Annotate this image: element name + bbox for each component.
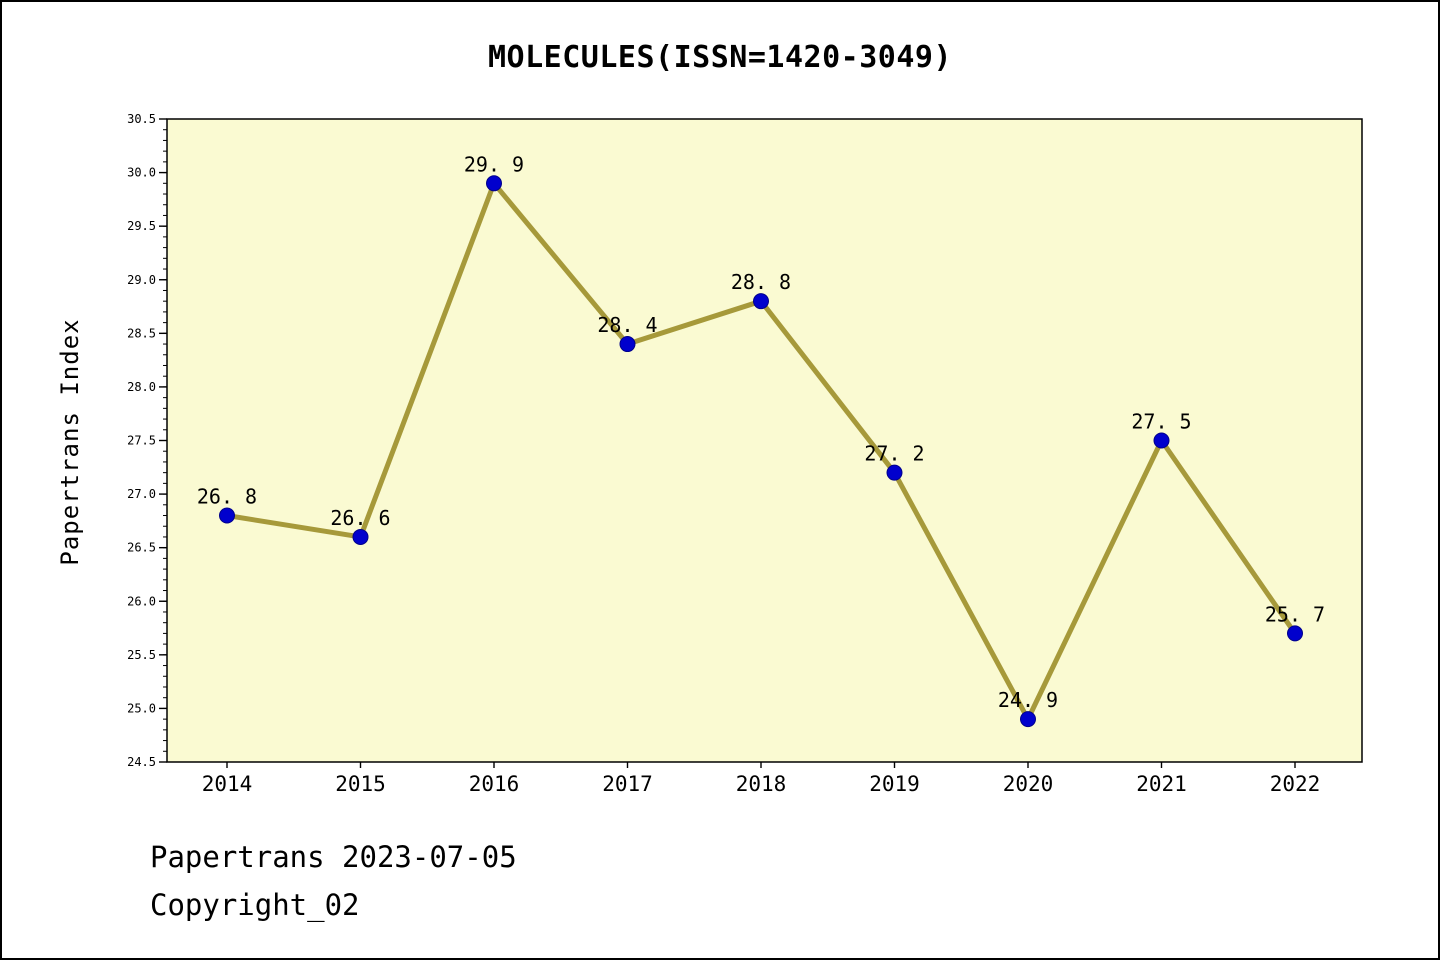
data-point-label: 26. 8: [197, 485, 257, 509]
chart-title: MOLECULES(ISSN=1420-3049): [487, 40, 953, 75]
y-axis-tick-label: 29.5: [127, 219, 156, 233]
x-axis-tick-label: 2019: [869, 772, 920, 796]
data-point: [1153, 432, 1170, 449]
data-point-label: 24. 9: [998, 688, 1058, 712]
x-axis-tick-label: 2014: [202, 772, 253, 796]
y-axis-tick-label: 24.5: [127, 755, 156, 769]
data-point: [352, 528, 369, 545]
data-point: [1287, 625, 1303, 642]
data-point-label: 25. 7: [1265, 602, 1325, 626]
data-point-label: 28. 8: [731, 270, 791, 294]
y-axis-tick-label: 27.0: [127, 487, 156, 501]
y-axis-tick-label: 30.5: [127, 112, 156, 126]
x-axis-tick-label: 2018: [736, 772, 787, 796]
y-axis-tick-label: 26.0: [127, 594, 156, 608]
y-axis-tick-label: 25.0: [127, 701, 156, 715]
data-point: [886, 464, 903, 481]
y-axis-tick-label: 28.0: [127, 380, 156, 394]
data-point: [219, 507, 235, 524]
x-axis-tick-label: 2015: [335, 772, 386, 796]
y-axis-title: Papertrans Index: [56, 318, 84, 565]
line-chart: 24.5 25.0 25.5 26.0 26.5 27.0 27.5 28.0 28.5 29.0…: [56, 112, 1363, 796]
y-axis-tick-label: 30.0: [127, 166, 156, 180]
x-axis-tick-label: 2016: [469, 772, 520, 796]
y-axis-tick-label: 26.5: [127, 541, 156, 555]
footer-source-date: Papertrans 2023-07-05: [150, 840, 517, 874]
y-axis-tick-label: 25.5: [127, 648, 156, 662]
data-point-label: 27. 5: [1131, 410, 1191, 434]
plot-area: [166, 118, 1363, 763]
data-point-label: 26. 6: [330, 506, 390, 530]
footer-copyright: Copyright_02: [150, 888, 360, 922]
data-point: [619, 336, 636, 353]
data-point-label: 29. 9: [464, 152, 524, 176]
data-point-label: 28. 4: [597, 313, 657, 337]
data-point-label: 27. 2: [864, 442, 924, 466]
y-axis-tick-label: 27.5: [127, 434, 156, 448]
data-point: [1020, 711, 1036, 728]
y-axis-tick-label: 29.0: [127, 273, 156, 287]
x-axis-tick-label: 2021: [1136, 772, 1187, 796]
data-point: [486, 175, 502, 192]
y-axis-tick-label: 28.5: [127, 326, 156, 340]
x-axis-tick-label: 2022: [1270, 772, 1321, 796]
data-point: [753, 293, 769, 310]
x-axis-tick-label: 2020: [1003, 772, 1054, 796]
x-axis-tick-label: 2017: [602, 772, 653, 796]
